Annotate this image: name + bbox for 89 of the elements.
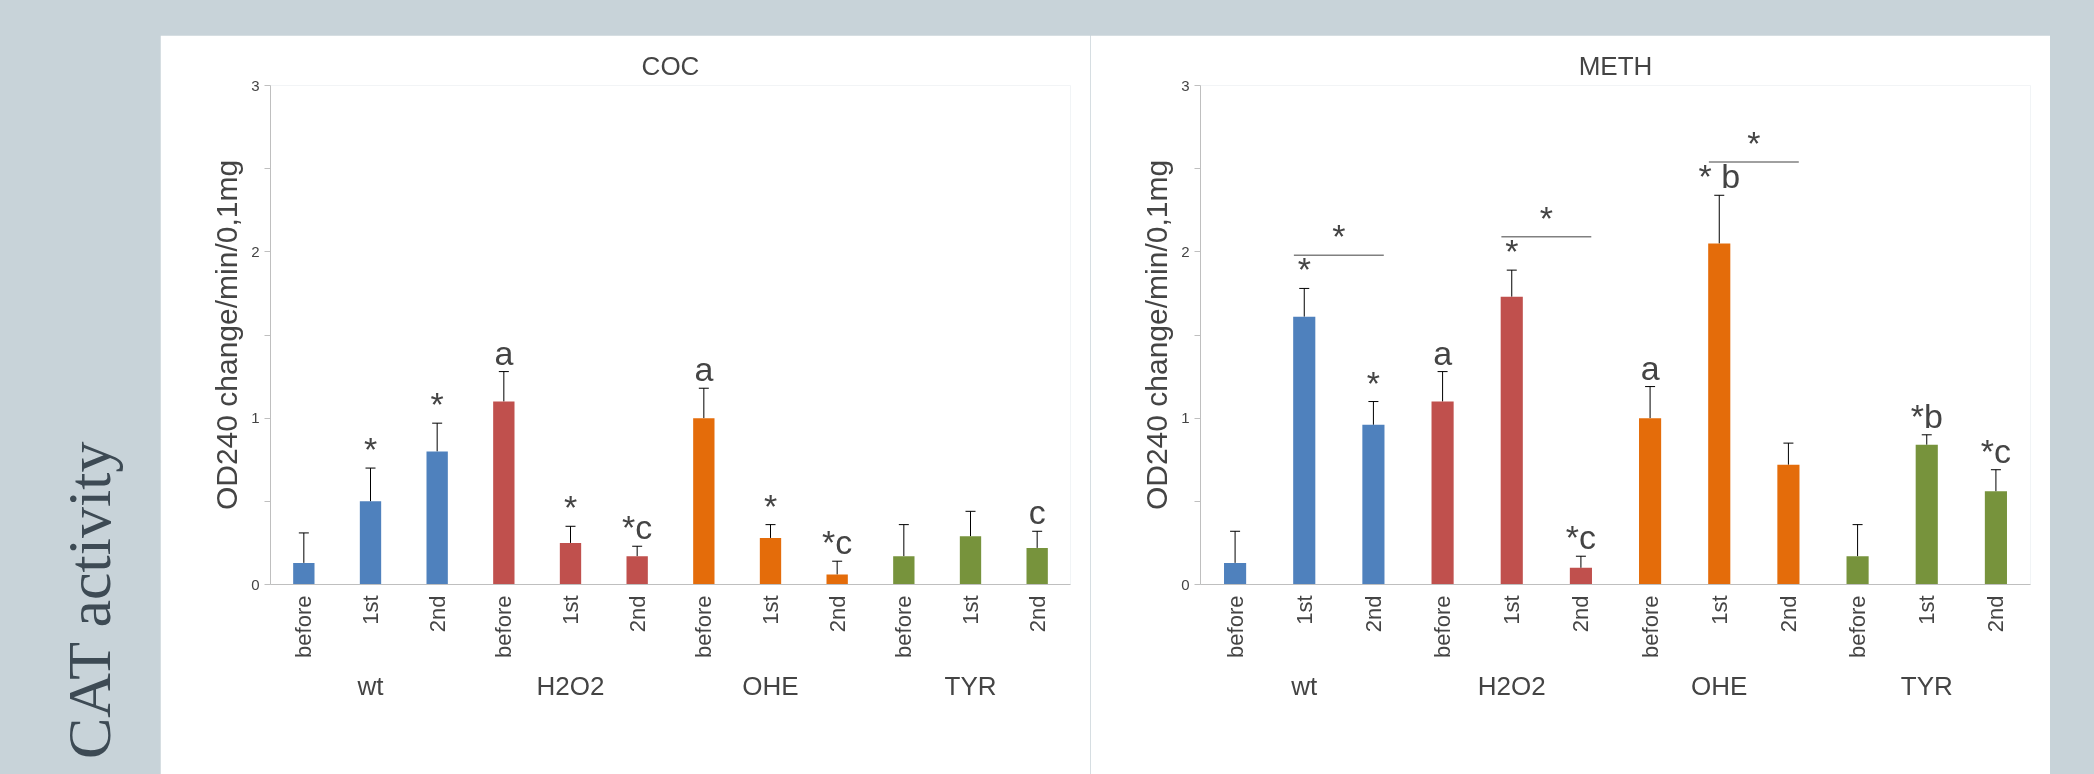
data-label: c <box>1028 493 1046 532</box>
annotation: * <box>1539 198 1553 237</box>
x-tick-label: 2nd <box>824 595 850 633</box>
x-tick-label: before <box>1222 595 1248 658</box>
bar <box>1984 491 2007 585</box>
x-tick-label: 2nd <box>624 595 650 633</box>
x-tick-label: 1st <box>358 595 383 625</box>
bar <box>1639 418 1662 585</box>
bar <box>426 451 448 585</box>
x-tick-label: 2nd <box>1360 595 1386 633</box>
bar <box>1915 444 1938 585</box>
text: OHE <box>742 670 799 701</box>
x-tick-label: 1st <box>1499 595 1525 625</box>
data-label: *c <box>1980 431 2012 470</box>
data-label: * <box>430 385 444 424</box>
bar <box>959 536 982 585</box>
text: wt <box>356 670 385 701</box>
text: wt <box>1290 670 1319 701</box>
x-tick-label: before <box>491 595 517 658</box>
y-tick-label: 1 <box>1181 409 1190 427</box>
x-tick-label: before <box>891 595 917 658</box>
y-tick-label: 2 <box>251 242 260 260</box>
bar <box>893 556 915 585</box>
x-tick-label: 2nd <box>1568 595 1594 633</box>
text: H2O2 <box>536 670 605 701</box>
data-label: * <box>763 486 778 525</box>
data-label: a <box>1433 333 1453 372</box>
data-label: * <box>1297 250 1311 289</box>
data-label: * <box>363 430 378 469</box>
x-tick-label: before <box>1845 595 1871 658</box>
text: H2O2 <box>1477 670 1546 701</box>
bar <box>1224 562 1247 585</box>
y-tick-label: 0 <box>251 575 260 593</box>
x-tick-label: 1st <box>558 595 583 625</box>
bar <box>1293 316 1316 585</box>
text: TYR <box>1900 670 1953 701</box>
x-tick-label: before <box>291 595 317 658</box>
bar <box>493 401 515 585</box>
x-tick-label: 2nd <box>1024 595 1050 633</box>
y-axis-title: OD240 change/min/0,1mg <box>1140 159 1174 511</box>
data-label: *c <box>822 523 853 562</box>
x-tick-label: before <box>691 595 717 658</box>
bar <box>626 556 648 585</box>
data-label: *c <box>622 508 653 547</box>
bar <box>1026 547 1048 585</box>
x-tick-label: 2nd <box>424 595 450 633</box>
y-axis-title: OD240 change/min/0,1mg <box>210 159 244 511</box>
x-tick-label: 1st <box>1291 595 1317 625</box>
text: OHE <box>1691 670 1748 701</box>
bar <box>1362 424 1385 585</box>
chart-title: METH <box>1578 50 1653 81</box>
data-label: *b <box>1910 396 1943 435</box>
y-tick-label: 2 <box>1181 242 1190 260</box>
data-label: a <box>494 333 514 372</box>
annotation: * <box>1332 217 1346 256</box>
data-label: a <box>694 350 714 389</box>
x-tick-label: 2nd <box>1775 595 1801 633</box>
bar <box>1500 296 1523 585</box>
bar <box>1569 567 1592 585</box>
bar <box>759 537 782 585</box>
bar <box>693 418 715 585</box>
text: TYR <box>944 670 997 701</box>
annotation: * <box>1747 124 1761 163</box>
x-tick-label: 2nd <box>1983 595 2009 633</box>
bar <box>559 542 582 585</box>
data-label: *c <box>1565 518 1597 557</box>
x-tick-label: 1st <box>758 595 783 625</box>
bar <box>1431 401 1454 585</box>
bar <box>293 562 315 585</box>
bar <box>1846 556 1869 585</box>
bar <box>1777 464 1800 585</box>
y-tick-label: 3 <box>1181 76 1190 94</box>
x-tick-label: 1st <box>1914 595 1940 625</box>
chart-title: COC <box>641 50 700 81</box>
data-label: a <box>1640 348 1660 387</box>
data-label: * b <box>1698 157 1741 196</box>
data-label: * <box>1505 232 1519 271</box>
x-tick-label: 1st <box>1706 595 1732 625</box>
y-tick-label: 1 <box>251 409 260 427</box>
bar <box>359 501 382 585</box>
y-tick-label: 3 <box>251 76 260 94</box>
bar <box>1708 243 1731 585</box>
text: CAT activity <box>54 441 123 760</box>
x-tick-label: before <box>1637 595 1663 658</box>
x-tick-label: before <box>1430 595 1456 658</box>
data-label: * <box>563 488 578 527</box>
y-tick-label: 0 <box>1181 575 1190 593</box>
data-label: * <box>1366 363 1381 402</box>
x-tick-label: 1st <box>958 595 983 625</box>
